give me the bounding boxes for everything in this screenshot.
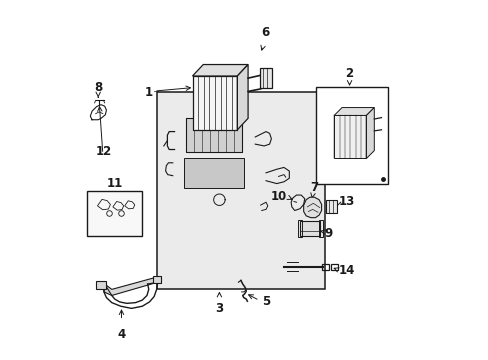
- Text: 12: 12: [96, 145, 112, 158]
- Polygon shape: [192, 64, 247, 76]
- Bar: [86, 191, 142, 235]
- Text: 3: 3: [215, 302, 223, 315]
- Bar: [156, 92, 325, 289]
- Text: 10: 10: [270, 190, 286, 203]
- Bar: [186, 118, 241, 152]
- Polygon shape: [366, 108, 373, 158]
- Bar: [259, 68, 271, 88]
- Bar: [316, 87, 387, 184]
- Text: 8: 8: [94, 81, 102, 94]
- Text: 9: 9: [324, 226, 332, 239]
- Polygon shape: [333, 108, 373, 116]
- Text: 2: 2: [345, 67, 353, 80]
- Polygon shape: [237, 64, 247, 130]
- Polygon shape: [104, 277, 158, 296]
- Bar: [297, 220, 301, 237]
- Bar: [96, 282, 106, 289]
- Bar: [321, 264, 328, 270]
- Polygon shape: [303, 197, 321, 218]
- Text: 11: 11: [106, 177, 122, 190]
- Text: 7: 7: [310, 181, 318, 194]
- Bar: [325, 201, 336, 213]
- Bar: [300, 221, 319, 235]
- Text: 4: 4: [117, 328, 125, 341]
- Bar: [330, 264, 337, 270]
- Text: 13: 13: [338, 195, 354, 208]
- Text: 6: 6: [261, 26, 269, 40]
- Bar: [153, 276, 161, 283]
- Bar: [192, 76, 237, 130]
- Bar: [333, 116, 366, 158]
- Bar: [184, 158, 243, 188]
- Text: 5: 5: [261, 296, 269, 309]
- Bar: [319, 220, 323, 237]
- Text: 14: 14: [338, 264, 354, 277]
- Text: 1: 1: [144, 86, 152, 99]
